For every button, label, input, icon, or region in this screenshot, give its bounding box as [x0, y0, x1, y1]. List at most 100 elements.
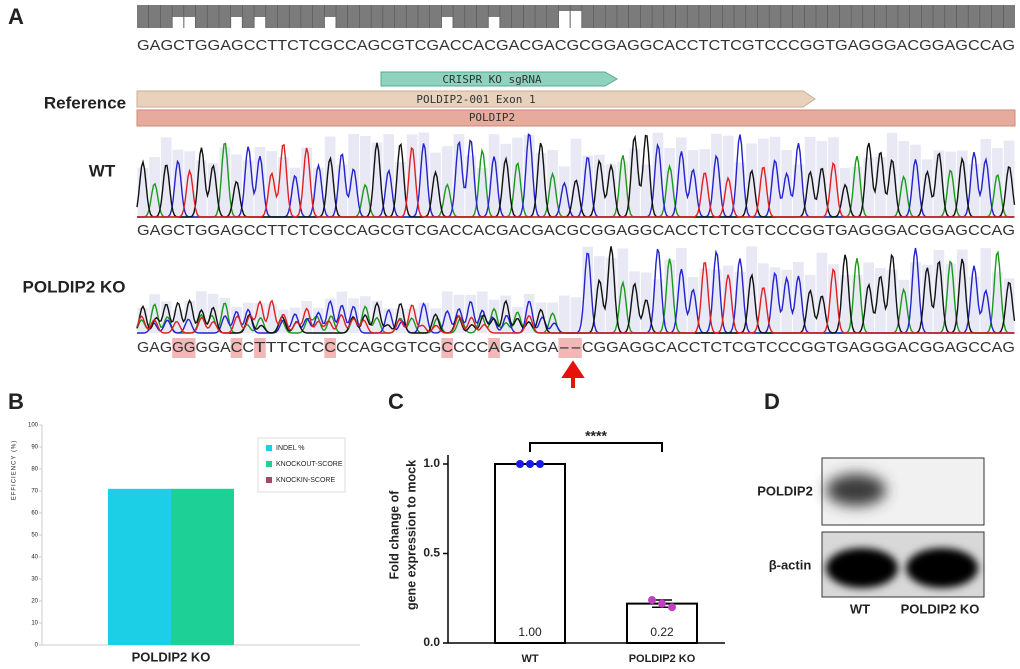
quality-bar [582, 246, 594, 333]
quality-bar [617, 248, 629, 333]
legend-box [257, 437, 346, 493]
quality-bar [851, 274, 863, 333]
quality-bar [231, 306, 242, 333]
quality-bar [289, 307, 301, 333]
quality-bar [734, 162, 746, 217]
quality-bar [828, 137, 839, 217]
mismatch-highlight [230, 338, 243, 358]
band-label: POLDIP2 [757, 483, 813, 498]
x-tick-label: POLDIP2 KO [629, 653, 696, 665]
quality-bar [266, 151, 277, 217]
quality-bar [547, 149, 558, 217]
x-tick-label: POLDIP2 KO [132, 649, 211, 664]
quality-bar [921, 159, 933, 217]
quality-bar [219, 297, 231, 333]
quality-bar [219, 147, 231, 217]
quality-bar [523, 135, 535, 217]
quality-bar [406, 308, 418, 333]
legend-swatch [266, 477, 272, 483]
sequence-segment: GAG [137, 339, 172, 356]
quality-bar [500, 143, 512, 217]
quality-bar [933, 150, 945, 217]
conservation-gap [184, 17, 196, 28]
quality-bar [184, 300, 196, 333]
quality-bar [664, 147, 676, 217]
band [826, 548, 898, 588]
conservation-gap [570, 11, 582, 28]
quality-bar [512, 307, 523, 333]
sequence-segment: C [441, 339, 453, 356]
quality-bar [629, 271, 640, 333]
quality-bar [886, 269, 898, 333]
quality-bar [886, 132, 898, 217]
sequence-segment: GGA [196, 339, 231, 356]
row-label: POLDIP2 KO [23, 277, 126, 296]
quality-bar [418, 302, 430, 333]
quality-bar [137, 168, 149, 217]
quality-bar [558, 166, 570, 217]
quality-bar [676, 137, 687, 217]
quality-bar [910, 144, 921, 217]
quality-bar [570, 297, 582, 333]
legend-label: INDEL % [276, 445, 305, 452]
sequence-segment: CCC [453, 339, 488, 356]
quality-bar [605, 164, 617, 217]
data-point [526, 460, 534, 468]
quality-bar [336, 164, 348, 217]
quality-bar [395, 162, 406, 217]
data-point [648, 596, 656, 605]
quality-bar [172, 149, 184, 217]
quality-bar [348, 133, 359, 217]
quality-bar [324, 136, 336, 217]
legend-label: KNOCKOUT-SCORE [276, 461, 343, 468]
quality-bar [687, 150, 699, 217]
quality-bar [816, 141, 828, 217]
quality-bar [617, 161, 629, 217]
quality-bar [1003, 140, 1015, 217]
quality-bar [945, 151, 956, 217]
sequence-segment: TTCTC [266, 339, 325, 356]
quality-bar [535, 152, 547, 217]
trace [137, 143, 1015, 218]
quality-bar [512, 137, 523, 217]
chromatogram [136, 246, 1016, 334]
quality-bar [160, 137, 172, 217]
quality-bar [1003, 278, 1015, 333]
quality-bar [523, 293, 535, 333]
y-axis-label: Fold change of [387, 490, 401, 580]
data-point [658, 599, 666, 608]
quality-bar [746, 143, 757, 217]
deletion-arrow [561, 360, 585, 388]
sequence-segment: T [254, 339, 266, 356]
quality-bar [476, 168, 488, 217]
quality-bar [804, 136, 816, 217]
lane-label: WT [850, 601, 870, 616]
quality-bar [910, 262, 921, 333]
quality-bar [418, 132, 430, 217]
quality-bar [652, 132, 664, 217]
quality-bar [453, 294, 465, 333]
quality-bar [500, 295, 512, 333]
quality-bar [348, 298, 359, 333]
quality-bar [664, 259, 676, 333]
conservation-gap [231, 17, 242, 28]
quality-bar [594, 154, 605, 217]
quality-bar [968, 163, 980, 217]
sequence-segment: CGGAGGCACCTCTCGTCCCGGTGAGGGACGGAGCCAG [582, 339, 1015, 356]
y-tick-label: 50 [31, 533, 38, 539]
quality-bar [769, 136, 781, 217]
legend-label: KNOCKIN-SCORE [276, 477, 335, 484]
y-tick-label: 0.5 [423, 546, 440, 560]
legend-swatch [266, 461, 272, 467]
lane-label: POLDIP2 KO [901, 601, 980, 616]
sequence-segment: C [242, 339, 254, 356]
quality-bar [992, 148, 1003, 217]
x-tick-label: WT [521, 653, 538, 665]
mismatch-highlight [441, 338, 454, 358]
mismatch-highlight [254, 338, 266, 358]
quality-bar [301, 300, 313, 333]
panel-label: C [388, 389, 404, 414]
quality-bar [640, 164, 652, 217]
y-tick-label: 60 [31, 511, 38, 517]
